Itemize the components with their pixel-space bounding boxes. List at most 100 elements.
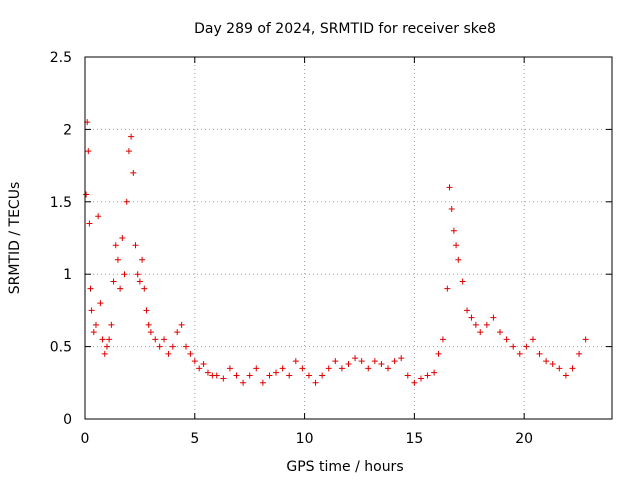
data-point [161, 336, 168, 343]
y-tick-label: 2.5 [50, 50, 72, 66]
data-point [121, 271, 128, 278]
data-point [95, 213, 102, 220]
data-point [273, 369, 280, 376]
data-point [562, 372, 569, 379]
data-point [143, 307, 150, 314]
data-point [448, 206, 455, 213]
data-point [147, 329, 154, 336]
data-point [569, 365, 576, 372]
data-point [86, 220, 93, 227]
data-point [240, 379, 247, 386]
data-point [391, 358, 398, 365]
data-point [134, 271, 141, 278]
data-point [169, 343, 176, 350]
data-point [112, 242, 119, 249]
data-point [128, 133, 135, 140]
data-point [404, 372, 411, 379]
data-point [417, 375, 424, 382]
data-point [85, 148, 92, 155]
data-point [523, 343, 530, 350]
data-point [88, 307, 95, 314]
data-point [259, 379, 266, 386]
data-point [145, 321, 152, 328]
data-point [516, 350, 523, 357]
axis-ticks: 0 0.5 1 1.5 2 2.5 0 5 10 15 20 [50, 50, 612, 447]
data-point [183, 343, 190, 350]
data-point [200, 360, 207, 367]
data-point [123, 198, 130, 205]
data-point [446, 184, 453, 191]
data-point [398, 355, 405, 362]
data-point [529, 336, 536, 343]
data-point [125, 148, 132, 155]
data-point [156, 343, 163, 350]
data-point [411, 379, 418, 386]
data-point [141, 285, 148, 292]
data-point [459, 278, 466, 285]
x-tick-label: 0 [81, 431, 90, 447]
grid-lines [85, 57, 612, 419]
data-point [582, 336, 589, 343]
data-point [332, 358, 339, 365]
data-point [431, 369, 438, 376]
data-point [468, 314, 475, 321]
x-tick-label: 15 [405, 431, 423, 447]
data-point [497, 329, 504, 336]
plot-frame [84, 56, 613, 420]
data-point [136, 278, 143, 285]
data-point [196, 365, 203, 372]
data-point [371, 358, 378, 365]
data-point [352, 355, 359, 362]
data-point [345, 360, 352, 367]
data-point [119, 235, 126, 241]
y-tick-label: 1 [63, 267, 72, 283]
data-point [233, 372, 240, 379]
data-point [174, 329, 181, 336]
data-point [444, 285, 451, 292]
data-point [132, 242, 139, 249]
data-point [536, 350, 543, 357]
data-point [101, 350, 108, 357]
data-point [477, 329, 484, 336]
data-point [510, 343, 517, 350]
x-tick-label: 5 [190, 431, 199, 447]
data-point [108, 321, 115, 328]
data-point [187, 350, 194, 357]
data-point [279, 365, 286, 372]
data-point [165, 350, 172, 357]
data-point [90, 329, 97, 336]
chart-title: Day 289 of 2024, SRMTID for receiver ske… [194, 21, 496, 37]
data-point [450, 227, 457, 234]
data-point [385, 365, 392, 372]
data-point [556, 365, 563, 372]
y-axis-label: SRMTID / TECUs [7, 182, 23, 295]
data-point [319, 372, 326, 379]
data-point [204, 369, 211, 376]
x-tick-label: 10 [296, 431, 314, 447]
y-tick-label: 2 [63, 122, 72, 138]
data-point [191, 358, 198, 365]
y-tick-label: 0.5 [50, 340, 72, 356]
data-point [152, 336, 159, 343]
data-point [576, 350, 583, 357]
data-point [92, 321, 99, 328]
data-point [305, 372, 312, 379]
data-point [246, 372, 253, 379]
data-point [139, 256, 146, 263]
data-point [549, 360, 556, 367]
data-point [117, 285, 124, 292]
data-point [312, 379, 319, 386]
data-point [83, 191, 90, 198]
data-point [378, 360, 385, 367]
data-point [178, 321, 185, 328]
data-point [435, 350, 442, 357]
data-point [472, 321, 479, 328]
data-point [106, 336, 113, 343]
y-tick-label: 0 [63, 412, 72, 428]
data-point [439, 336, 446, 343]
data-point [455, 256, 462, 263]
data-point [453, 242, 460, 249]
data-point [99, 336, 106, 343]
data-point [103, 343, 110, 350]
data-point [503, 336, 510, 343]
